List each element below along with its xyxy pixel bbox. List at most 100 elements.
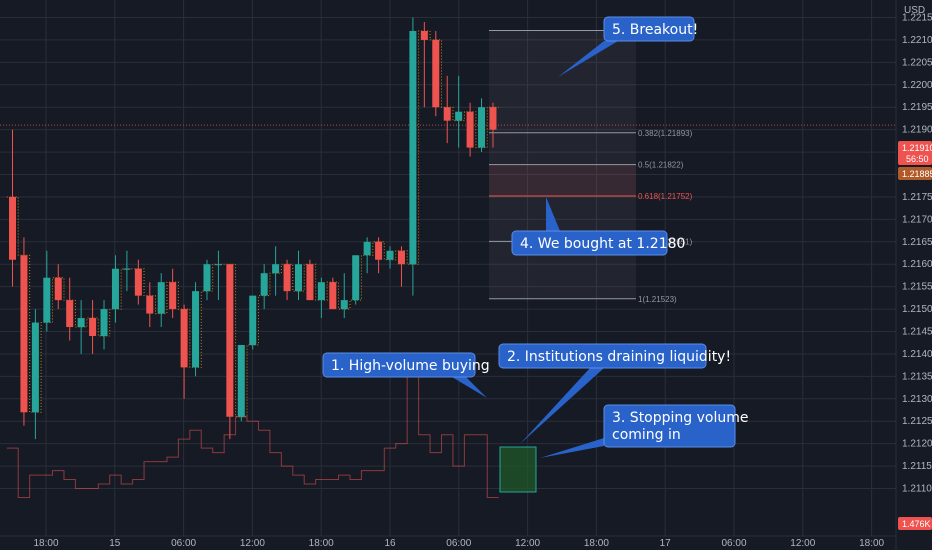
time-tick-label: 06:00 bbox=[171, 538, 196, 549]
time-tick-label: 18:00 bbox=[584, 538, 609, 549]
price-tick-label: 1.21600 bbox=[902, 259, 932, 270]
price-tick-label: 1.21650 bbox=[902, 237, 932, 248]
candle-body bbox=[329, 282, 337, 310]
callout-box bbox=[603, 404, 736, 448]
candle-body bbox=[237, 344, 245, 417]
candle-body bbox=[20, 255, 28, 413]
candle-body bbox=[134, 268, 142, 296]
price-tick-label: 1.21950 bbox=[902, 102, 932, 113]
callout-text: 3. Stopping volume bbox=[612, 410, 749, 426]
price-tick-label: 1.21750 bbox=[902, 192, 932, 203]
price-tick-label: 1.21500 bbox=[902, 304, 932, 315]
fib-level-label: 0.618(1.21752) bbox=[638, 192, 693, 201]
grid bbox=[0, 0, 896, 536]
callout-box bbox=[322, 352, 476, 378]
time-tick-label: 16 bbox=[384, 538, 396, 549]
candle-body bbox=[9, 196, 16, 260]
time-tick-label: 15 bbox=[109, 538, 121, 549]
callout-box bbox=[511, 230, 668, 256]
callout-text: 5. Breakout! bbox=[612, 22, 698, 38]
candle-body bbox=[420, 30, 428, 40]
volume-badge bbox=[898, 517, 932, 530]
time-tick-label: 18:00 bbox=[859, 538, 884, 549]
candle-body bbox=[397, 250, 405, 265]
price-tick-label: 1.21100 bbox=[902, 484, 932, 495]
candle-body bbox=[409, 30, 417, 265]
candle-body bbox=[31, 322, 39, 413]
callout-pointer bbox=[452, 377, 487, 398]
candle-body bbox=[54, 277, 62, 301]
price-tick-label: 1.21550 bbox=[902, 282, 932, 293]
candle-body bbox=[214, 264, 222, 266]
callout-box bbox=[498, 343, 707, 369]
price-tick-label: 1.21300 bbox=[902, 394, 932, 405]
candle-body bbox=[375, 241, 383, 260]
candle-body bbox=[123, 268, 131, 270]
candle-body bbox=[283, 264, 291, 292]
candle-body bbox=[260, 273, 268, 296]
callout-text: coming in bbox=[612, 427, 681, 443]
callout-pointer bbox=[520, 368, 604, 444]
candle-body bbox=[352, 255, 360, 301]
time-axis[interactable]: 18:00 15 06:00 12:00 18:00 16 06:00 12:00 18:00 1… bbox=[0, 535, 896, 549]
price-axis[interactable]: USD 1.22150 1.22100 1.22050 1.22000 1.21950 1… bbox=[895, 0, 932, 550]
callout-text: 1. High-volume buying bbox=[331, 358, 490, 374]
candle-body bbox=[478, 107, 486, 148]
candle-body bbox=[432, 39, 440, 108]
candle-body bbox=[340, 300, 348, 310]
price-tick-label: 1.21450 bbox=[902, 327, 932, 338]
candle-body bbox=[295, 264, 302, 292]
price-tick-label: 1.22100 bbox=[902, 35, 932, 46]
fibonacci-retracement[interactable]: 0(1.22121)0.382(1.21893)0.5(1.21822)0.61… bbox=[0, 27, 896, 304]
time-tick-label: 18:00 bbox=[33, 538, 58, 549]
candle-body bbox=[455, 111, 463, 121]
callout-pointer bbox=[558, 41, 618, 77]
candle-body bbox=[169, 282, 177, 310]
time-tick-label: 12:00 bbox=[240, 538, 265, 549]
countdown-value: 56:50 bbox=[906, 154, 929, 164]
candle-body bbox=[226, 264, 234, 417]
candle-body bbox=[386, 250, 394, 260]
secondary-price-badge bbox=[898, 167, 932, 180]
currency-label: USD bbox=[904, 5, 925, 16]
callout-pointer bbox=[540, 438, 604, 458]
time-tick-label: 06:00 bbox=[446, 538, 471, 549]
candle-body bbox=[111, 268, 119, 310]
price-tick-label: 1.21900 bbox=[902, 125, 932, 136]
candle-body bbox=[489, 107, 497, 130]
price-tick-label: 1.21400 bbox=[902, 349, 932, 360]
candle-body bbox=[363, 241, 371, 256]
time-tick-label: 12:00 bbox=[515, 538, 540, 549]
time-tick-label: 12:00 bbox=[790, 538, 815, 549]
candle-body bbox=[317, 282, 325, 301]
price-tick-label: 1.22150 bbox=[902, 13, 932, 24]
candle-body bbox=[192, 291, 200, 368]
candle-body bbox=[77, 318, 85, 328]
candle-body bbox=[272, 264, 280, 274]
dotted-overlay bbox=[6, 30, 499, 418]
callout-pointer bbox=[546, 197, 560, 231]
candle-body bbox=[306, 264, 314, 301]
stopping-volume-box bbox=[499, 446, 537, 493]
candle-body bbox=[180, 309, 188, 368]
price-tick-label: 1.21200 bbox=[902, 439, 932, 450]
candle-body bbox=[203, 264, 211, 292]
candle-body bbox=[443, 107, 451, 121]
annotations: 1. High-volume buying 2. Institutions dra… bbox=[322, 16, 749, 458]
current-price-badge bbox=[898, 141, 932, 165]
fib-level-label: 1(1.21523) bbox=[638, 295, 677, 304]
candle-body bbox=[43, 277, 51, 323]
overlay-step-line bbox=[6, 30, 499, 418]
callout-box bbox=[603, 16, 695, 42]
volume-badge-value: 1.476K bbox=[902, 519, 931, 529]
price-tick-label: 1.21150 bbox=[902, 461, 932, 472]
time-tick-label: 17 bbox=[660, 538, 672, 549]
candle-body bbox=[466, 111, 474, 148]
price-tick-label: 1.21700 bbox=[902, 214, 932, 225]
fib-level-label: 0.5(1.21822) bbox=[638, 161, 684, 170]
candles bbox=[9, 17, 497, 440]
candle-body bbox=[89, 318, 97, 337]
fib-golden-zone bbox=[489, 164, 636, 197]
